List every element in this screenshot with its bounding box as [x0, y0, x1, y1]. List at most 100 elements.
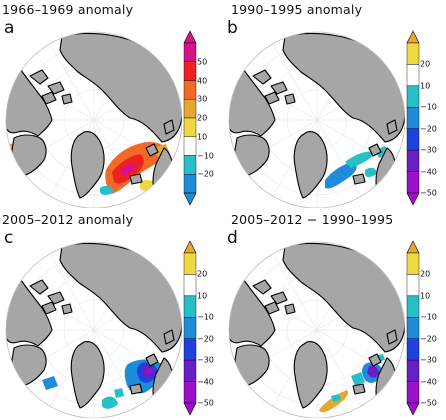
- colorbar-tick-label: −20: [197, 169, 214, 179]
- graticule-meridian: [316, 329, 362, 407]
- colorbar-segment: [406, 295, 420, 318]
- colorbar-tick-label: 50: [197, 57, 208, 67]
- colorbar-segment: [183, 136, 197, 156]
- land-arch4: [284, 303, 296, 315]
- colorbar-segment: [183, 295, 197, 318]
- colorbar-tick-label: 20: [420, 59, 431, 69]
- colorbar-segment: [183, 252, 197, 275]
- panel-title: 1966–1969 anomaly: [2, 2, 134, 17]
- land-arch4: [284, 93, 296, 105]
- graticule-meridian: [93, 329, 139, 407]
- colorbar-svg: [183, 240, 197, 416]
- land-arch2: [47, 291, 65, 305]
- land-arch3: [264, 91, 280, 105]
- colorbar-top-triangle: [406, 240, 420, 254]
- anomaly-region: [114, 388, 124, 398]
- map-layer: [229, 20, 405, 208]
- map-boundary: [5, 241, 182, 418]
- polar-map: [5, 22, 182, 208]
- panel-title: 1990–1995 anomaly: [231, 2, 363, 17]
- panel-letter: c: [4, 228, 14, 248]
- polar-map: [228, 241, 405, 418]
- colorbar-top-triangle: [183, 30, 197, 44]
- colorbar: 20 10 −10 −20 −30 −40 −50: [406, 30, 446, 206]
- map-layer: [6, 22, 182, 208]
- colorbar-segment: [183, 274, 197, 297]
- land-svalbard: [368, 353, 382, 367]
- colorbar-segment: [406, 274, 420, 297]
- colorbar-segment: [183, 338, 197, 361]
- land-iceland: [352, 383, 366, 395]
- colorbar-tick-label: −20: [420, 334, 437, 344]
- colorbar-tick-label: −30: [420, 145, 437, 155]
- land-arch4: [61, 303, 73, 315]
- colorbar-segment: [406, 317, 420, 339]
- panel-b: 1990–1995 anomaly b 20 10 −10 −20 −30 −40 −50: [223, 0, 446, 210]
- colorbar-segment: [183, 42, 197, 62]
- colorbar-tick-label: 10: [197, 132, 208, 142]
- colorbar-tick-label: −20: [420, 124, 437, 134]
- colorbar-segment: [406, 42, 420, 65]
- colorbar-segment: [406, 64, 420, 87]
- colorbar-tick-label: −50: [197, 398, 214, 408]
- anomaly-region: [345, 151, 375, 168]
- colorbar-segment: [406, 85, 420, 108]
- colorbar-bottom-triangle: [183, 192, 197, 206]
- map-layer: [229, 242, 405, 418]
- land-arch4: [61, 93, 73, 105]
- panel-d: 2005–2012 − 1990–1995 d 20 10 −10 −20 −30 −40…: [223, 210, 446, 420]
- land-arch3: [41, 301, 57, 315]
- panel-letter: a: [4, 18, 15, 38]
- panel-letter: d: [227, 228, 238, 248]
- colorbar-svg: [406, 30, 420, 206]
- colorbar: 20 10 −10 −20 −30 −40 −50: [183, 240, 223, 416]
- colorbar-segment: [183, 359, 197, 382]
- colorbar-tick-label: −10: [420, 312, 437, 322]
- map-boundary: [5, 31, 182, 208]
- anomaly-region: [120, 163, 136, 176]
- anomaly-region: [325, 162, 357, 189]
- panel-a: 1966–1969 anomaly a 50 40 30 20 10 −10 −20: [0, 0, 223, 210]
- colorbar-svg: [183, 30, 197, 206]
- anomaly-region: [100, 185, 114, 195]
- land-iceland: [129, 383, 143, 395]
- colorbar-segment: [183, 117, 197, 137]
- land-greenland: [70, 341, 105, 409]
- colorbar-tick-label: 20: [197, 113, 208, 123]
- land-arch2: [47, 81, 65, 95]
- colorbar-svg: [406, 240, 420, 416]
- colorbar-segment: [406, 171, 420, 194]
- land-iceland: [129, 173, 143, 185]
- colorbar-tick-label: 20: [197, 269, 208, 279]
- colorbar-tick-label: 10: [420, 291, 431, 301]
- map-boundary: [228, 31, 405, 208]
- colorbar-tick-label: −10: [197, 312, 214, 322]
- land-arch2: [270, 291, 288, 305]
- colorbar-bottom-triangle: [183, 402, 197, 416]
- colorbar-tick-label: −30: [197, 355, 214, 365]
- colorbar-tick-label: 30: [197, 94, 208, 104]
- colorbar-segment: [183, 381, 197, 404]
- graticule-meridian: [272, 253, 318, 331]
- land-arch3: [264, 301, 280, 315]
- colorbar-tick-label: 40: [197, 76, 208, 85]
- anomaly-region: [68, 22, 86, 32]
- colorbar: 50 40 30 20 10 −10 −20: [183, 30, 223, 206]
- colorbar-segment: [183, 317, 197, 339]
- colorbar-top-triangle: [406, 30, 420, 44]
- colorbar-tick-label: 20: [420, 269, 431, 279]
- anomaly-region: [351, 372, 365, 386]
- anomaly-region: [367, 365, 379, 378]
- anomaly-region: [331, 394, 341, 402]
- land-arch3: [41, 91, 57, 105]
- colorbar-tick-label: −40: [420, 377, 437, 387]
- anomaly-region: [299, 20, 313, 30]
- colorbar-tick-label: −50: [420, 188, 437, 198]
- graticule-meridian: [272, 43, 318, 121]
- colorbar-segment: [406, 107, 420, 129]
- map-layer: [6, 242, 182, 418]
- land-novaya: [386, 329, 398, 345]
- colorbar-bottom-triangle: [406, 192, 420, 206]
- colorbar-tick-label: −30: [420, 355, 437, 365]
- colorbar-segment: [183, 174, 197, 194]
